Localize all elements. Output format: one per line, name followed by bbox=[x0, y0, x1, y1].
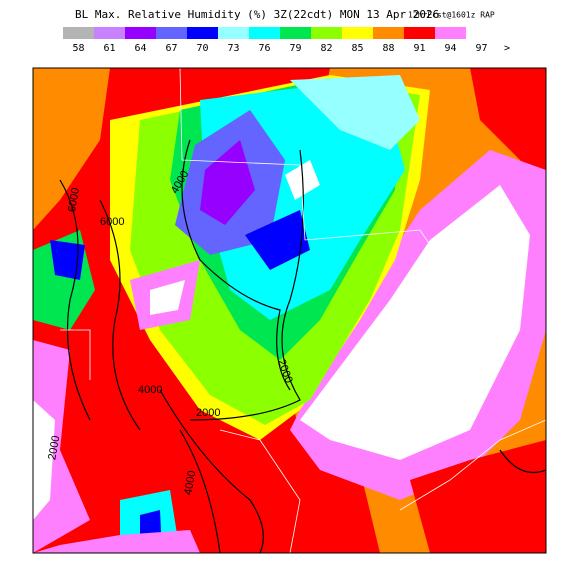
colorbar-swatch bbox=[218, 27, 249, 39]
colorbar-label: 73 bbox=[227, 43, 239, 54]
contour-label: 6000 bbox=[66, 187, 82, 213]
colorbar-overflow: > bbox=[504, 43, 510, 54]
contour-label: 2000 bbox=[46, 435, 62, 461]
colorbar-swatch bbox=[373, 27, 404, 39]
contour-label: 4000 bbox=[138, 384, 162, 396]
colorbar-swatch bbox=[187, 27, 218, 39]
colorbar-label: 79 bbox=[289, 43, 301, 54]
colorbar-swatch bbox=[125, 27, 156, 39]
contour-label: 4000 bbox=[182, 470, 198, 496]
colorbar-label: 76 bbox=[258, 43, 270, 54]
colorbar-label: 64 bbox=[134, 43, 146, 54]
colorbar-label: 61 bbox=[103, 43, 115, 54]
colorbar-label: 91 bbox=[413, 43, 425, 54]
colorbar-swatch bbox=[280, 27, 311, 39]
colorbar-swatch bbox=[311, 27, 342, 39]
colorbar-swatch bbox=[342, 27, 373, 39]
colorbar-label: 85 bbox=[351, 43, 363, 54]
colorbar-label: 70 bbox=[196, 43, 208, 54]
contour-label: 6000 bbox=[100, 216, 124, 228]
colorbar-swatch bbox=[63, 27, 94, 39]
colorbar-label: 94 bbox=[444, 43, 456, 54]
title: BL Max. Relative Humidity (%) 3Z(22cdt) … bbox=[75, 8, 439, 21]
colorbar-swatch bbox=[249, 27, 280, 39]
colorbar-label: 58 bbox=[72, 43, 84, 54]
model-run: 12hrFcst@1601z RAP bbox=[408, 11, 495, 20]
colorbar-swatch bbox=[435, 27, 466, 39]
map bbox=[32, 67, 547, 554]
colorbar-label: 67 bbox=[165, 43, 177, 54]
colorbar-swatch bbox=[466, 27, 497, 39]
colorbar-label: 97 bbox=[475, 43, 487, 54]
colorbar-label: 88 bbox=[382, 43, 394, 54]
colorbar-swatch bbox=[156, 27, 187, 39]
colorbar-swatch bbox=[404, 27, 435, 39]
colorbar-label: 82 bbox=[320, 43, 332, 54]
contour-label: 2000 bbox=[196, 407, 220, 419]
colorbar: 58 61 64 67 70 73 76 79 82 85 88 91 94 97 > bbox=[63, 27, 510, 54]
colorbar-swatch bbox=[94, 27, 125, 39]
